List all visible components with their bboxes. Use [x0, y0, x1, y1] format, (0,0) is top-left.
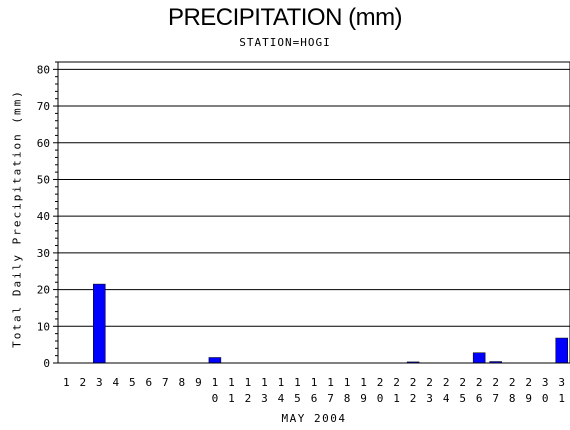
x-tick-label: 6: [476, 392, 483, 405]
y-tick-label: 80: [37, 63, 50, 76]
x-tick-label: 4: [112, 376, 119, 389]
x-tick-label: 1: [558, 392, 565, 405]
x-tick-label: 7: [327, 392, 334, 405]
x-tick-label: 1: [327, 376, 334, 389]
x-tick-label: 2: [410, 376, 417, 389]
x-tick-label: 1: [393, 392, 400, 405]
x-tick-label: 6: [311, 392, 318, 405]
x-tick-label: 1: [278, 376, 285, 389]
x-tick-label: 1: [261, 376, 268, 389]
x-tick-label: 1: [212, 376, 219, 389]
chart-title: PRECIPITATION (mm): [167, 4, 403, 31]
x-tick-label: 0: [212, 392, 219, 405]
x-tick-label: 3: [426, 392, 433, 405]
x-tick-label: 3: [542, 376, 549, 389]
x-tick-label: 1: [228, 376, 235, 389]
x-tick-label: 2: [459, 376, 466, 389]
y-tick-label: 30: [37, 247, 50, 260]
x-tick-label: 6: [146, 376, 153, 389]
x-axis-label: MAY 2004: [281, 412, 347, 425]
x-tick-label: 2: [426, 376, 433, 389]
x-tick-label: 7: [492, 392, 499, 405]
x-tick-label: 3: [261, 392, 268, 405]
x-tick-label: 5: [129, 376, 136, 389]
x-tick-label: 9: [360, 392, 367, 405]
x-tick-label: 9: [525, 392, 532, 405]
x-tick-label: 4: [443, 392, 450, 405]
x-tick-label: 2: [443, 376, 450, 389]
x-tick-label: 5: [294, 392, 301, 405]
bar: [555, 337, 568, 364]
bar: [472, 352, 486, 364]
x-tick-label: 8: [179, 376, 186, 389]
x-tick-label: 8: [344, 392, 351, 405]
x-tick-label: 4: [278, 392, 285, 405]
chart-subtitle: STATION=HOGI: [239, 36, 331, 49]
bar: [208, 357, 222, 364]
bars: [93, 283, 568, 364]
y-tick-label: 20: [37, 284, 50, 297]
y-tick-label: 60: [37, 137, 50, 150]
x-tick-label: 2: [393, 376, 400, 389]
x-tick-label: 7: [162, 376, 169, 389]
x-tick-label: 2: [410, 392, 417, 405]
x-tick-label: 3: [558, 376, 565, 389]
x-tick-label: 1: [294, 376, 301, 389]
x-tick-label: 2: [377, 376, 384, 389]
y-tick-label: 10: [37, 320, 50, 333]
x-tick-label: 8: [509, 392, 516, 405]
x-tick-label: 2: [79, 376, 86, 389]
x-tick-label: 2: [476, 376, 483, 389]
x-tick-label: 0: [377, 392, 384, 405]
y-tick-label: 0: [43, 357, 50, 370]
plot-frame: [57, 61, 570, 364]
bar: [93, 283, 106, 364]
x-tick-label: 1: [311, 376, 318, 389]
x-tick-label: 2: [509, 376, 516, 389]
y-tick-label: 40: [37, 210, 50, 223]
x-tick-label: 0: [542, 392, 549, 405]
x-tick-label: 1: [245, 376, 252, 389]
x-tick-label: 1: [63, 376, 70, 389]
x-tick-label: 2: [245, 392, 252, 405]
x-tick-label: 2: [525, 376, 532, 389]
x-tick-label: 1: [360, 376, 367, 389]
x-tick-label: 9: [195, 376, 202, 389]
x-tick-label: 3: [96, 376, 103, 389]
x-tick-label: 1: [344, 376, 351, 389]
y-tick-label: 70: [37, 100, 50, 113]
x-tick-label: 2: [492, 376, 499, 389]
x-tick-label: 5: [459, 392, 466, 405]
x-tick-label: 1: [228, 392, 235, 405]
gridlines: [58, 68, 570, 327]
y-tick-label: 50: [37, 173, 50, 186]
